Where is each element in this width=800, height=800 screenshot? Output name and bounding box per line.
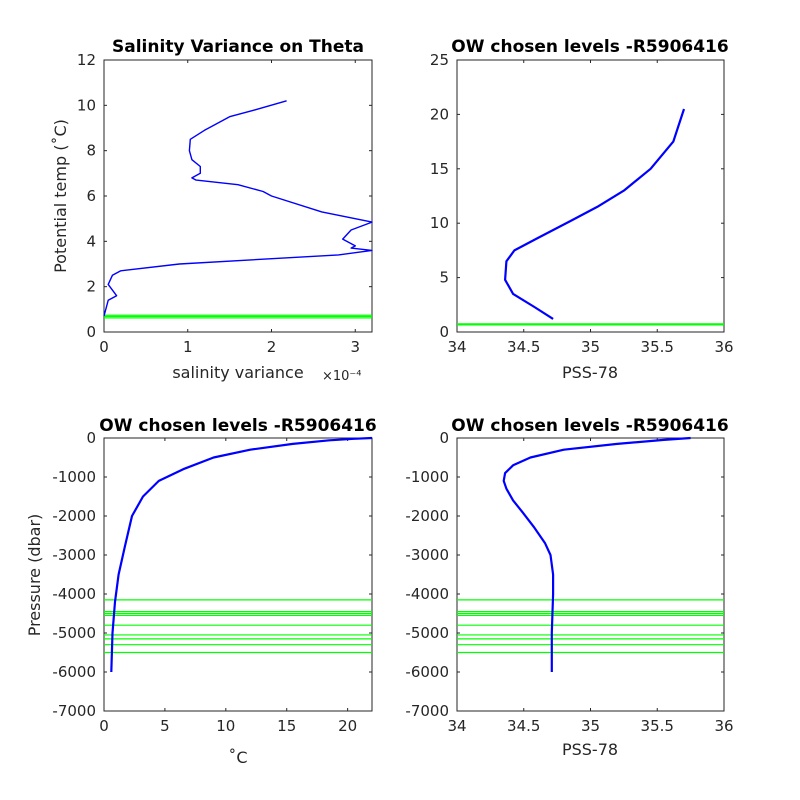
series-line [103,100,373,317]
y-ticks: 0 5 10 15 20 25 [430,51,724,341]
x-tick-label: 34 [447,717,466,735]
x-tick-label: 15 [277,717,296,735]
y-axis-label: Potential temp (˚C) [51,119,70,273]
y-tick-label: -7000 [405,702,449,720]
series-line [110,436,373,673]
axes-box [456,437,725,712]
x-tick-label: 0 [99,717,109,735]
y-tick-label: 8 [86,142,96,160]
x-axis-label: salinity variance [172,363,303,382]
panel-theta-salinity: OW chosen levels -R5906416 PSS-78 34 34.5… [430,37,734,382]
y-tick-label: -6000 [52,663,96,681]
plot-area [103,59,373,333]
y-axis-label: Pressure (dbar) [25,514,44,637]
x-tick-label: 1 [183,338,193,356]
y-tick-label: -6000 [405,663,449,681]
y-ticks: 0 2 4 6 8 10 12 [77,51,372,341]
y-tick-label: -3000 [52,546,96,564]
y-tick-label: -2000 [52,507,96,525]
x-tick-label: 2 [267,338,277,356]
x-tick-label: 5 [160,717,170,735]
x-axis-label: PSS-78 [562,740,618,759]
y-tick-label: 15 [430,160,449,178]
axes-box [103,437,373,712]
x-axis-exponent: ×10⁻⁴ [322,369,362,384]
series-line [504,108,686,320]
x-tick-label: 35.5 [641,338,674,356]
axes-box [456,59,725,333]
x-tick-label: 35.5 [641,717,674,735]
axes-box [103,59,373,333]
y-tick-label: 10 [77,96,96,114]
x-tick-label: 0 [99,338,109,356]
x-ticks: 0 1 2 3 [99,60,360,356]
series-line [502,436,691,672]
x-ticks: 34 34.5 35 35.5 36 [447,60,734,356]
x-tick-label: 36 [714,717,733,735]
y-tick-label: -7000 [52,702,96,720]
y-tick-label: 2 [86,278,96,296]
y-tick-label: 0 [86,429,96,447]
y-tick-label: -3000 [405,546,449,564]
y-tick-label: -1000 [52,468,96,486]
plot-area [456,59,725,333]
y-tick-label: 20 [430,105,449,123]
x-tick-label: 35 [581,717,600,735]
panel-title: Salinity Variance on Theta [112,37,364,57]
y-tick-label: 25 [430,51,449,69]
x-tick-label: 20 [338,717,357,735]
panel-title: OW chosen levels -R5906416 [451,416,728,436]
x-tick-label: 3 [350,338,360,356]
panel-salinity-variance: Salinity Variance on Theta salinity vari… [51,37,373,384]
panel-title: OW chosen levels -R5906416 [451,37,728,57]
y-tick-label: 4 [86,232,96,250]
y-ticks: -7000 -6000 -5000 -4000 -3000 -2000 -1000 0 [52,429,372,720]
x-axis-label: ˚C [228,748,247,767]
y-tick-label: -4000 [405,585,449,603]
y-ticks: -7000 -6000 -5000 -4000 -3000 -2000 -1000 0 [405,429,724,720]
y-tick-label: -5000 [52,624,96,642]
x-ticks: 34 34.5 35 35.5 36 [447,438,734,735]
y-tick-label: 12 [77,51,96,69]
x-tick-label: 10 [216,717,235,735]
x-tick-label: 36 [714,338,733,356]
panel-salinity-pressure: OW chosen levels -R5906416 PSS-78 34 34.5… [405,416,733,759]
x-tick-label: 34.5 [507,338,540,356]
y-tick-label: 0 [86,323,96,341]
plot-area [456,436,725,712]
panel-title: OW chosen levels -R5906416 [99,416,376,436]
x-tick-label: 34.5 [507,717,540,735]
x-axis-label: PSS-78 [562,363,618,382]
y-tick-label: 6 [86,187,96,205]
y-tick-label: -5000 [405,624,449,642]
y-tick-label: -4000 [52,585,96,603]
panel-temperature-pressure: OW chosen levels -R5906416 ˚C Pressure (… [25,416,377,767]
y-tick-label: 5 [439,269,449,287]
x-ticks: 0 5 10 15 20 [99,438,357,735]
x-tick-label: 34 [447,338,466,356]
y-tick-label: 0 [439,429,449,447]
y-tick-label: 0 [439,323,449,341]
x-tick-label: 35 [581,338,600,356]
y-tick-label: -2000 [405,507,449,525]
y-tick-label: -1000 [405,468,449,486]
y-tick-label: 10 [430,214,449,232]
plot-area [103,436,373,712]
